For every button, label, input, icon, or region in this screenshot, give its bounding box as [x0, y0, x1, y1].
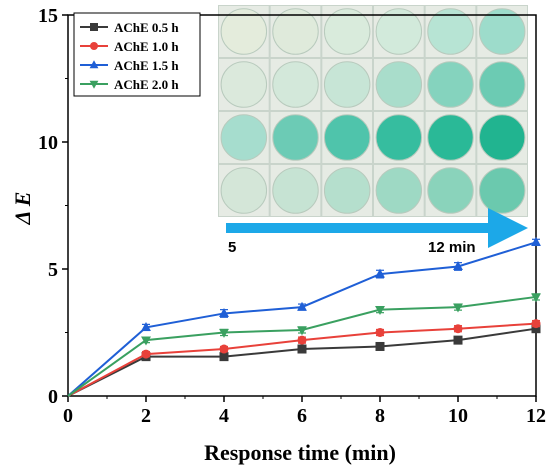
data-point [375, 268, 385, 278]
x-tick-label: 10 [448, 405, 468, 427]
legend-label: AChE 0.5 h [114, 20, 179, 35]
x-tick-label: 6 [297, 405, 307, 427]
data-point [375, 306, 385, 316]
sample-well [272, 114, 319, 161]
arrow-start-label: 5 [228, 239, 236, 256]
series [67, 319, 541, 397]
data-point [297, 335, 307, 345]
series [67, 236, 541, 397]
inset-background [218, 5, 528, 217]
data-point [90, 23, 98, 31]
x-tick-label: 8 [375, 405, 385, 427]
data-point [453, 324, 463, 334]
legend-label: AChE 1.0 h [114, 39, 179, 54]
data-point [141, 322, 151, 332]
sample-well [375, 114, 423, 161]
data-point [453, 335, 463, 345]
data-point [375, 328, 385, 337]
data-point [89, 60, 99, 69]
sample-well [220, 167, 268, 214]
series-line [67, 241, 537, 397]
y-tick-label: 15 [38, 5, 58, 27]
x-axis-title: Response time (min) [204, 440, 396, 465]
data-point [375, 341, 385, 351]
sample-well [272, 61, 319, 108]
x-tick-label: 0 [63, 405, 73, 427]
y-axis: 0 5 10 15 [38, 5, 68, 408]
sample-well [272, 8, 319, 55]
data-point [531, 236, 541, 246]
x-tick-label: 12 [526, 405, 546, 427]
sample-well [478, 167, 526, 214]
sample-well [375, 167, 423, 214]
sample-well [323, 167, 371, 214]
data-point [141, 349, 151, 359]
sample-well [375, 8, 423, 55]
inset-photo [218, 5, 528, 217]
data-point [141, 336, 151, 346]
x-tick-label: 2 [141, 405, 151, 427]
sample-well [323, 61, 371, 108]
data-point [90, 42, 98, 50]
sample-well [427, 8, 474, 55]
sample-well [427, 61, 474, 108]
legend-label: AChE 2.0 h [114, 77, 179, 92]
arrow-end-label: 12 min [428, 239, 476, 256]
data-point [297, 344, 307, 354]
data-point [297, 301, 307, 311]
sample-well [375, 61, 423, 108]
sample-well [220, 114, 268, 161]
data-point [89, 80, 99, 89]
data-point [453, 261, 463, 271]
sample-well [478, 61, 526, 108]
data-point [219, 308, 229, 318]
data-point [531, 324, 541, 334]
y-tick-label: 0 [48, 386, 58, 408]
y-tick-label: 5 [48, 259, 58, 281]
x-axis: 0 2 4 6 8 10 12 [63, 396, 546, 427]
sample-well [323, 8, 371, 55]
data-point [453, 303, 463, 313]
sample-well [220, 61, 268, 108]
sample-well [478, 114, 526, 161]
x-tick-label: 4 [219, 405, 229, 427]
data-point [219, 352, 229, 362]
sample-well [427, 167, 474, 214]
sample-well [478, 8, 526, 55]
sample-well [272, 167, 319, 214]
sample-well [427, 114, 474, 161]
y-axis-title: Δ E [10, 192, 35, 226]
sample-well [323, 114, 371, 161]
data-point [297, 326, 307, 336]
sample-well [220, 8, 268, 55]
y-tick-label: 10 [38, 132, 58, 154]
data-point [531, 293, 541, 303]
series-layer [67, 236, 541, 397]
legend-label: AChE 1.5 h [114, 58, 179, 73]
legend: AChE 0.5 h AChE 1.0 h AChE 1.5 h AChE 2.0 h [73, 12, 201, 97]
series [67, 293, 541, 397]
data-point [219, 328, 229, 338]
data-point [531, 319, 541, 329]
data-point [219, 344, 229, 354]
